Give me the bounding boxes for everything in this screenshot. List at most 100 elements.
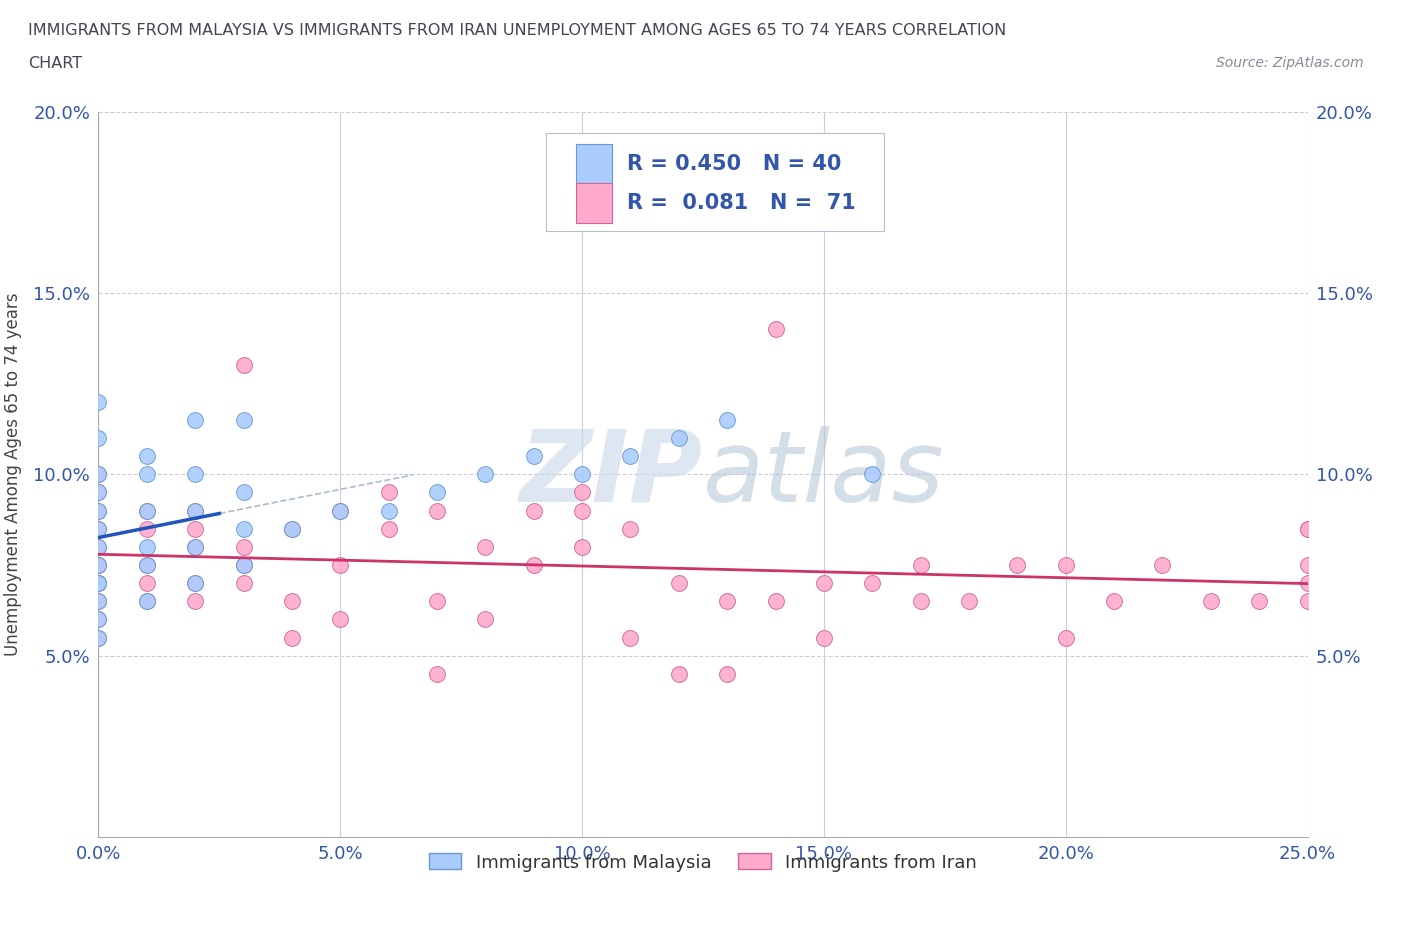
Point: [184, 503, 207, 518]
Point: [571, 485, 593, 500]
Point: [1152, 558, 1174, 573]
Point: [184, 594, 207, 609]
Point: [426, 667, 449, 682]
Point: [87, 576, 110, 591]
Point: [87, 485, 110, 500]
Point: [87, 576, 110, 591]
Point: [232, 413, 254, 428]
Point: [87, 539, 110, 554]
Point: [377, 503, 399, 518]
Point: [668, 576, 690, 591]
Point: [87, 503, 110, 518]
Point: [87, 594, 110, 609]
Point: [232, 558, 254, 573]
Point: [474, 539, 496, 554]
Point: [87, 431, 110, 445]
Point: [1199, 594, 1222, 609]
Point: [135, 558, 157, 573]
Point: [87, 485, 110, 500]
Point: [87, 503, 110, 518]
Point: [135, 558, 157, 573]
Text: Source: ZipAtlas.com: Source: ZipAtlas.com: [1216, 56, 1364, 70]
Point: [87, 612, 110, 627]
Point: [813, 195, 835, 210]
Point: [87, 576, 110, 591]
Point: [232, 485, 254, 500]
Point: [1296, 521, 1319, 536]
Point: [87, 558, 110, 573]
Point: [426, 485, 449, 500]
Point: [619, 631, 641, 645]
Point: [1102, 594, 1125, 609]
Point: [910, 558, 932, 573]
Point: [87, 558, 110, 573]
Point: [426, 594, 449, 609]
Point: [1249, 594, 1271, 609]
Point: [377, 485, 399, 500]
Point: [184, 467, 207, 482]
Point: [377, 521, 399, 536]
Point: [860, 467, 883, 482]
Point: [668, 431, 690, 445]
Point: [281, 521, 304, 536]
FancyBboxPatch shape: [546, 133, 884, 232]
Point: [184, 576, 207, 591]
Text: R =  0.081   N =  71: R = 0.081 N = 71: [627, 193, 856, 213]
Bar: [576, 183, 613, 223]
Point: [135, 594, 157, 609]
Y-axis label: Unemployment Among Ages 65 to 74 years: Unemployment Among Ages 65 to 74 years: [4, 293, 22, 656]
Point: [184, 503, 207, 518]
Point: [619, 449, 641, 464]
Point: [813, 576, 835, 591]
Bar: [576, 144, 613, 184]
Point: [232, 558, 254, 573]
Point: [87, 631, 110, 645]
Point: [232, 539, 254, 554]
Text: R = 0.450   N = 40: R = 0.450 N = 40: [627, 154, 841, 174]
Point: [813, 631, 835, 645]
Point: [135, 594, 157, 609]
Point: [1054, 558, 1077, 573]
Point: [716, 667, 738, 682]
Point: [619, 521, 641, 536]
Point: [571, 467, 593, 482]
Point: [232, 576, 254, 591]
Point: [329, 503, 352, 518]
Point: [135, 503, 157, 518]
Point: [957, 594, 980, 609]
Point: [184, 539, 207, 554]
Point: [426, 503, 449, 518]
Point: [910, 594, 932, 609]
Point: [1054, 631, 1077, 645]
Point: [281, 631, 304, 645]
Point: [184, 413, 207, 428]
Text: atlas: atlas: [703, 426, 945, 523]
Point: [523, 558, 546, 573]
Point: [87, 594, 110, 609]
Point: [135, 467, 157, 482]
Point: [87, 558, 110, 573]
Point: [1296, 576, 1319, 591]
Point: [571, 539, 593, 554]
Point: [87, 612, 110, 627]
Point: [87, 631, 110, 645]
Point: [87, 467, 110, 482]
Point: [135, 576, 157, 591]
Point: [329, 558, 352, 573]
Point: [1296, 521, 1319, 536]
Point: [87, 576, 110, 591]
Point: [87, 394, 110, 409]
Point: [1007, 558, 1029, 573]
Point: [523, 449, 546, 464]
Point: [860, 576, 883, 591]
Point: [87, 539, 110, 554]
Point: [1296, 558, 1319, 573]
Text: ZIP: ZIP: [520, 426, 703, 523]
Point: [232, 358, 254, 373]
Point: [716, 413, 738, 428]
Text: IMMIGRANTS FROM MALAYSIA VS IMMIGRANTS FROM IRAN UNEMPLOYMENT AMONG AGES 65 TO 7: IMMIGRANTS FROM MALAYSIA VS IMMIGRANTS F…: [28, 23, 1007, 38]
Point: [765, 594, 787, 609]
Point: [135, 521, 157, 536]
Point: [184, 521, 207, 536]
Point: [87, 521, 110, 536]
